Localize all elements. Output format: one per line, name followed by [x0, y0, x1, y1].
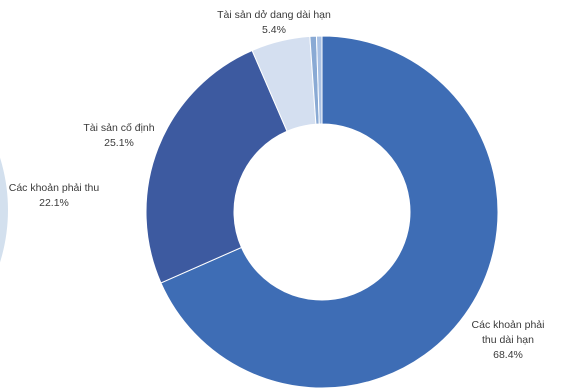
label-left-receivables-name: Các khoản phải thu: [9, 182, 100, 194]
label-long-term-receivables-line2: thu dài hạn: [482, 334, 534, 346]
label-left-receivables: Các khoản phải thu: [9, 182, 100, 194]
label-long-term-receivables-line1: Các khoản phải: [472, 319, 545, 331]
donut-slice-1: [145, 49, 288, 284]
left-donut-slice-0: [0, 157, 8, 263]
donut-slice-0: [160, 35, 499, 389]
label-fixed-assets: Tài sản cố định: [83, 122, 154, 134]
main-donut-chart: [145, 35, 499, 389]
label-construction-in-progress-value: 5.4%: [262, 24, 286, 36]
label-construction-in-progress: Tài sản dở dang dài hạn: [217, 9, 331, 21]
slice-labels: Các khoản phải thu 22.1% Các khoản phải …: [9, 9, 545, 361]
label-left-receivables-value: 22.1%: [39, 197, 69, 209]
donut-slice-4: [315, 35, 323, 125]
left-donut-chart: [0, 157, 8, 263]
label-fixed-assets-value: 25.1%: [104, 137, 134, 149]
label-long-term-receivables-value: 68.4%: [493, 349, 523, 361]
